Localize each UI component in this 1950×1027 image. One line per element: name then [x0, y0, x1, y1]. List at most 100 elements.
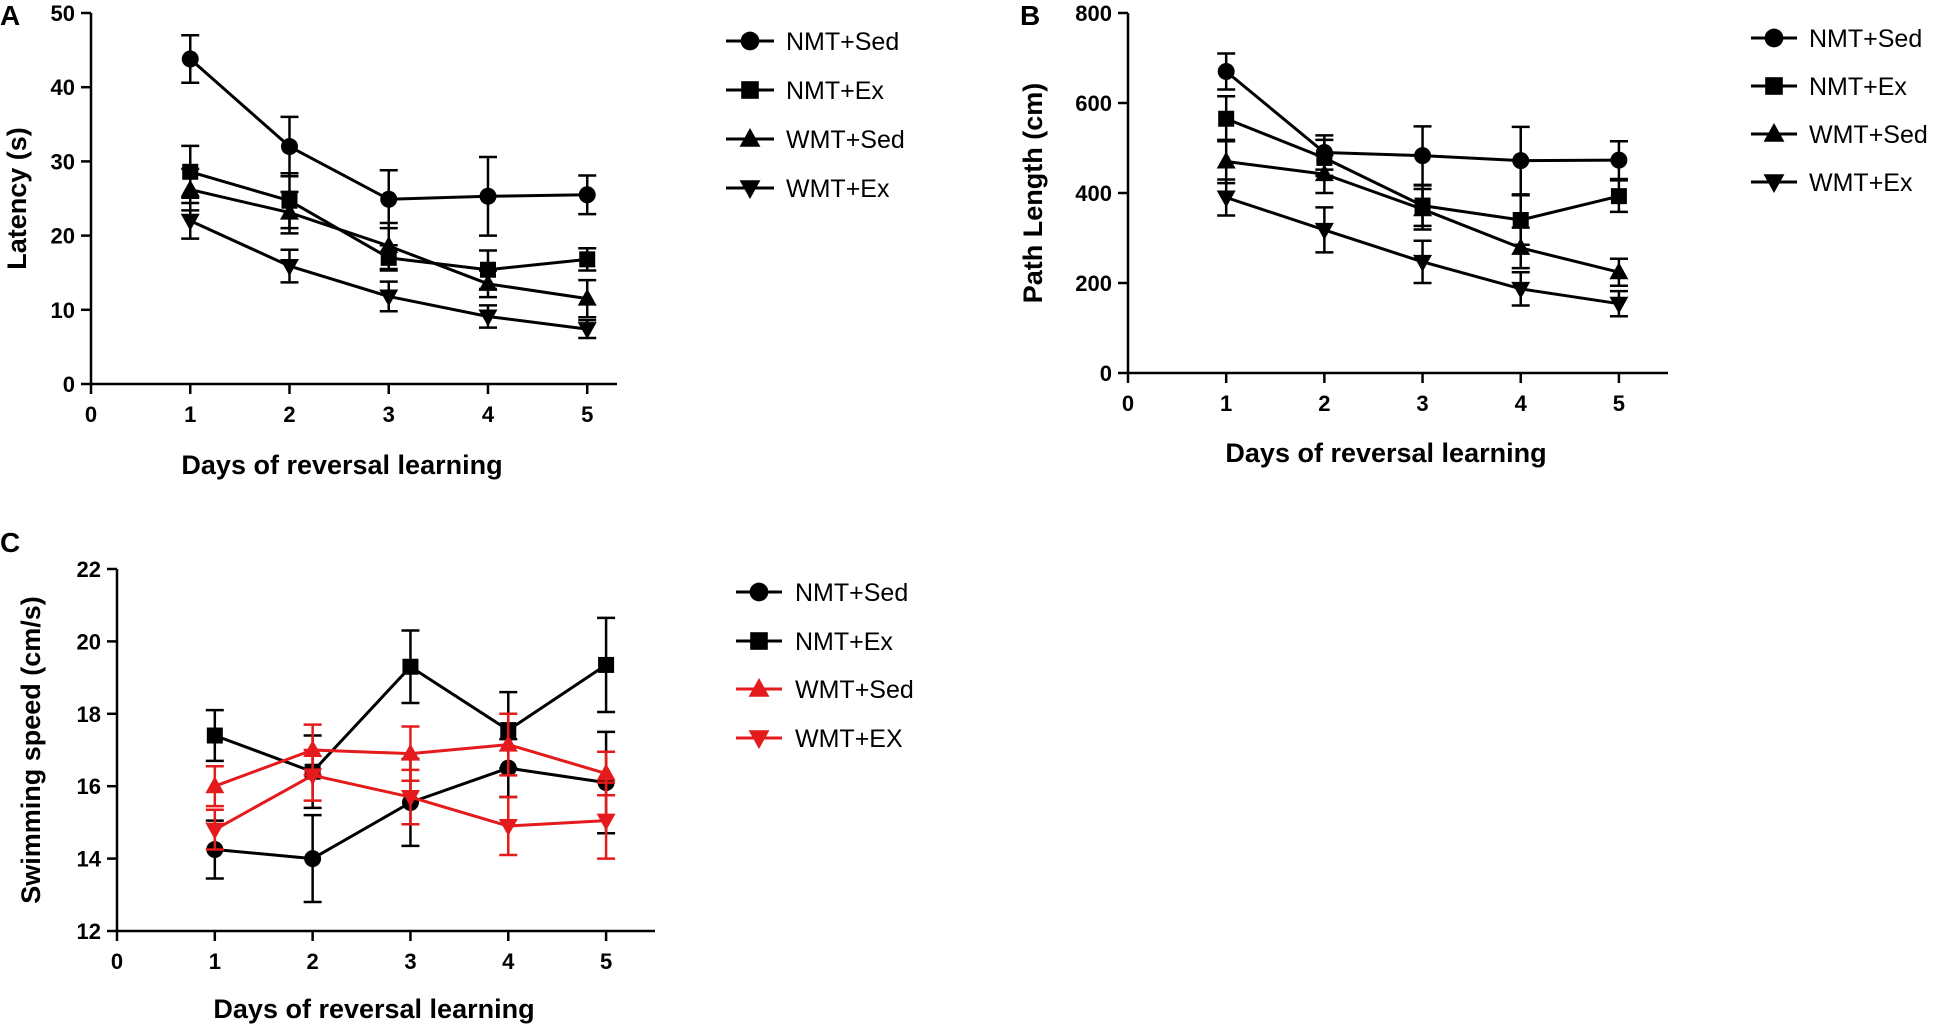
- legend-marker: [1763, 123, 1785, 142]
- y-tick-label: 30: [51, 149, 75, 174]
- legend-label: WMT+Sed: [795, 676, 914, 704]
- legend-marker: [750, 632, 768, 650]
- data-point: [1609, 262, 1629, 280]
- data-point: [280, 138, 298, 156]
- data-point: [1414, 147, 1432, 165]
- data-point: [1609, 296, 1629, 314]
- data-point: [400, 743, 420, 761]
- data-point: [578, 186, 596, 204]
- x-tick-label: 1: [184, 402, 196, 427]
- y-tick-label: 800: [1075, 1, 1112, 26]
- panel-label: B: [1020, 0, 1040, 31]
- x-tick-label: 2: [307, 949, 319, 974]
- data-point: [498, 819, 518, 837]
- panel-label: A: [0, 0, 20, 31]
- legend-item: NMT+Sed: [1751, 25, 1922, 53]
- data-point: [1314, 222, 1334, 240]
- y-tick-label: 20: [77, 629, 101, 654]
- data-point: [479, 187, 497, 205]
- data-point: [1216, 190, 1236, 208]
- x-tick-label: 4: [1515, 391, 1528, 416]
- y-tick-label: 400: [1075, 181, 1112, 206]
- x-tick-label: 5: [581, 402, 593, 427]
- data-point: [1610, 151, 1628, 169]
- legend-marker: [748, 678, 770, 697]
- x-axis-title: Days of reversal learning: [213, 994, 534, 1024]
- data-point: [206, 727, 223, 744]
- chart-panel-a: A 0 10 20 30 40 50 0 1 2 3 4 5 Days of reversal learn…: [0, 0, 905, 480]
- y-tick-label: 14: [77, 847, 102, 872]
- data-point: [181, 50, 199, 68]
- data-point: [303, 740, 323, 757]
- legend-label: WMT+Sed: [1809, 121, 1928, 149]
- y-tick-label: 40: [51, 75, 75, 100]
- x-tick-label: 0: [85, 402, 97, 427]
- data-point: [1413, 199, 1433, 217]
- data-point: [379, 235, 399, 253]
- legend-marker: [1763, 174, 1785, 193]
- legend-label: NMT+Ex: [1809, 73, 1907, 101]
- data-point: [577, 288, 597, 306]
- data-point: [1512, 152, 1530, 170]
- chart-panel-b: B 0 200 400 600 800 0 1 2 3 4 5 Days of reversal lea…: [1018, 0, 1928, 468]
- x-tick-label: 0: [1122, 391, 1134, 416]
- data-point: [380, 190, 398, 208]
- data-point: [1314, 164, 1334, 182]
- legend-label: NMT+Ex: [786, 77, 884, 105]
- legend-item: WMT+Ex: [1751, 169, 1913, 197]
- series-nmt-sed: [1217, 52, 1628, 196]
- legend-marker: [740, 31, 760, 51]
- data-point: [180, 213, 200, 231]
- x-tick-label: 4: [482, 402, 495, 427]
- y-tick-label: 50: [51, 1, 75, 26]
- x-axis-title: Days of reversal learning: [181, 450, 502, 480]
- data-point: [304, 850, 322, 868]
- data-point: [1413, 254, 1433, 272]
- x-tick-label: 1: [209, 949, 221, 974]
- y-tick-label: 12: [77, 919, 101, 944]
- data-point: [303, 768, 323, 786]
- data-point: [1216, 151, 1236, 169]
- y-tick-label: 18: [77, 702, 101, 727]
- legend-item: NMT+Ex: [736, 628, 893, 656]
- x-tick-label: 5: [1613, 391, 1625, 416]
- data-point: [1217, 63, 1235, 80]
- legend-item: WMT+EX: [736, 725, 903, 753]
- x-tick-label: 3: [404, 949, 416, 974]
- data-point: [1511, 281, 1531, 299]
- y-tick-label: 16: [77, 774, 101, 799]
- data-point: [478, 273, 498, 291]
- series-wmt-sed: [180, 167, 597, 319]
- data-point: [279, 259, 299, 277]
- data-point: [400, 790, 420, 808]
- legend-marker: [1765, 77, 1783, 95]
- data-point: [478, 309, 498, 327]
- data-point: [577, 322, 597, 340]
- legend-item: NMT+Ex: [726, 77, 884, 105]
- x-tick-label: 1: [1220, 391, 1232, 416]
- y-axis-title: Path Length (cm): [1018, 83, 1048, 304]
- series-wmt-ex: [205, 748, 616, 860]
- y-axis-title: Swimming speed (cm/s): [16, 596, 46, 904]
- legend-marker: [739, 180, 761, 199]
- data-point: [1610, 188, 1627, 205]
- data-point: [180, 179, 200, 197]
- legend-label: WMT+EX: [795, 725, 903, 753]
- legend-label: WMT+Ex: [1809, 169, 1913, 197]
- data-point: [402, 658, 419, 675]
- x-tick-label: 5: [600, 949, 612, 974]
- x-axis-title: Days of reversal learning: [1225, 438, 1546, 468]
- legend-item: NMT+Ex: [1751, 73, 1907, 101]
- legend-label: WMT+Sed: [786, 126, 905, 154]
- data-point: [379, 289, 399, 307]
- y-tick-label: 0: [63, 372, 75, 397]
- legend-label: WMT+Ex: [786, 175, 890, 203]
- series-wmt-ex: [1216, 178, 1629, 318]
- x-tick-label: 2: [283, 402, 295, 427]
- y-tick-label: 200: [1075, 271, 1112, 296]
- data-point: [205, 776, 225, 794]
- data-point: [279, 202, 299, 220]
- data-point: [596, 813, 616, 831]
